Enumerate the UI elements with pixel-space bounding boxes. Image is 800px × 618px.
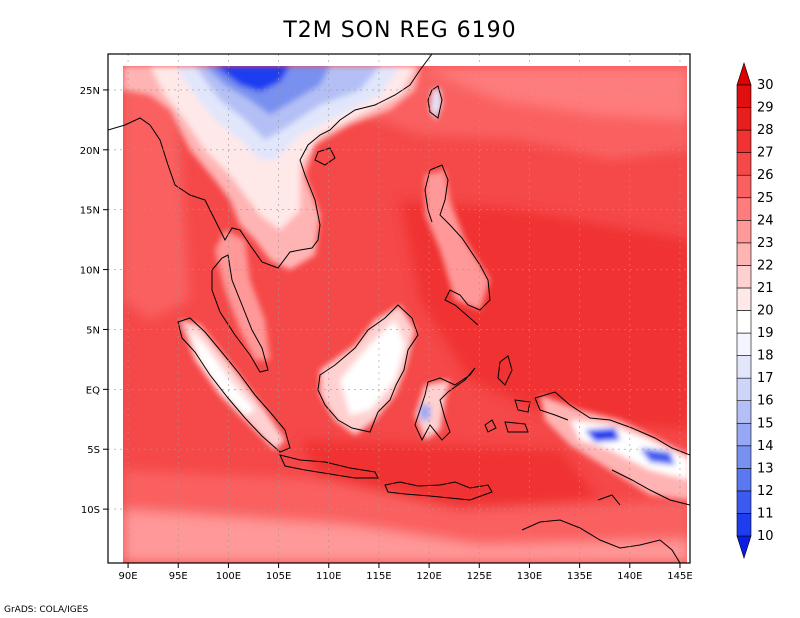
x-tick-label: 130E [517, 571, 542, 582]
colorbar-label: 23 [757, 236, 774, 251]
colorbar-label: 21 [757, 281, 774, 296]
sumatra-20 [190, 330, 255, 415]
malay-peninsula-coast [211, 254, 269, 373]
colorbar-label: 18 [757, 349, 774, 364]
colorbar-swatch-18 [736, 107, 752, 131]
plot-frame [107, 53, 691, 564]
coastlines [108, 54, 690, 563]
zone-south-24 [123, 510, 687, 563]
colorbar-label: 22 [757, 258, 774, 273]
colorbar-label: 13 [757, 461, 774, 476]
australia-coast [521, 494, 681, 563]
x-tick-label: 145E [667, 571, 692, 582]
colorbar-swatch-12 [736, 242, 752, 266]
philippines-24 [425, 170, 490, 310]
lesser-sunda-coast [384, 481, 493, 501]
y-axis: 25N 20N 15N 10N 5N EQ 5S 10S [80, 86, 108, 516]
colorbar-swatch-6 [736, 377, 752, 401]
x-tick-label: 120E [416, 571, 441, 582]
colorbar-arrow-high [736, 62, 752, 86]
mainland-11 [215, 66, 290, 92]
colorbar-swatch-19 [736, 84, 752, 108]
y-tick-label: 25N [80, 86, 100, 97]
colorbar-label: 20 [757, 304, 774, 319]
mainland-coast [108, 54, 433, 269]
colorbar-swatch-14 [736, 197, 752, 221]
colorbar-arrow-low [736, 535, 752, 559]
moluccas-coast [484, 355, 531, 433]
colorbar-swatch-5 [736, 400, 752, 424]
colorbar-swatch-2 [736, 468, 752, 492]
colorbar-swatch-4 [736, 422, 752, 447]
colorbar-swatch-1 [736, 490, 752, 514]
colorbar-swatch-9 [736, 310, 752, 334]
colorbar-label: 26 [757, 168, 774, 183]
x-tick-label: 140E [617, 571, 642, 582]
colorbar-swatch-3 [736, 445, 752, 469]
map-title: T2M SON REG 6190 [283, 18, 517, 43]
grid-lines [108, 54, 690, 563]
colorbar-label: 30 [757, 78, 774, 93]
colorbar-swatch-15 [736, 174, 752, 199]
philippines-coast [424, 164, 491, 326]
x-tick-label: 115E [366, 571, 391, 582]
sulawesi-coast [414, 367, 476, 442]
colorbar-label: 28 [757, 123, 774, 138]
x-axis: 90E 95E 100E 105E 110E 115E 120E 125E 130E 135E 14… [119, 563, 693, 582]
colorbar-label: 10 [757, 529, 774, 544]
colorbar-label: 15 [757, 416, 774, 431]
colorbar-label: 16 [757, 394, 774, 409]
colorbar-label: 12 [757, 484, 774, 499]
colorbar-swatch-11 [736, 265, 752, 289]
sulawesi-22 [415, 380, 450, 440]
colorbar-label: 19 [757, 326, 774, 341]
zone-west-26 [123, 80, 190, 320]
temperature-field [123, 66, 687, 563]
colorbar-swatch-10 [736, 287, 752, 311]
x-tick-label: 110E [316, 571, 341, 582]
newguinea-south-coast [611, 469, 690, 506]
colorbar-swatch-16 [736, 152, 752, 176]
credit-text: GrADS: COLA/IGES [4, 605, 89, 615]
x-tick-label: 125E [467, 571, 492, 582]
colorbar-label: 24 [757, 213, 774, 228]
colorbar-swatch-8 [736, 332, 752, 356]
y-tick-label: 5N [86, 325, 100, 336]
hainan-coast [314, 147, 336, 166]
borneo-20 [340, 320, 405, 415]
colorbar-label: 14 [757, 439, 774, 454]
y-tick-label: 20N [80, 146, 100, 157]
newguinea-12 [640, 448, 675, 465]
colorbar-label: 27 [757, 146, 774, 161]
zone-north-25 [420, 66, 687, 120]
x-tick-label: 105E [266, 571, 291, 582]
x-tick-label: 135E [567, 571, 592, 582]
colorbar-swatch-0 [736, 513, 752, 537]
colorbar-label: 25 [757, 191, 774, 206]
y-tick-label: 10N [80, 266, 100, 277]
sulawesi-16 [420, 405, 430, 420]
x-tick-label: 95E [169, 571, 188, 582]
colorbar-swatch-7 [736, 355, 752, 379]
colorbar: 10 11 12 13 14 15 16 17 18 19 20 21 22 23 24 25 26 27 28 29… [736, 62, 774, 559]
java-coast [279, 454, 379, 479]
colorbar-label: 29 [757, 101, 774, 116]
y-tick-label: 5S [87, 445, 100, 456]
colorbar-label: 17 [757, 371, 774, 386]
taiwan-coast [427, 85, 443, 119]
x-tick-label: 100E [216, 571, 241, 582]
y-tick-label: EQ [86, 385, 100, 396]
colorbar-swatch-13 [736, 220, 752, 244]
sumatra-coast [177, 317, 291, 453]
newguinea-11a [585, 428, 620, 442]
y-tick-label: 10S [81, 505, 100, 516]
y-tick-label: 15N [80, 206, 100, 217]
x-tick-label: 90E [119, 571, 138, 582]
newguinea-north-coast [534, 391, 690, 456]
colorbar-label: 11 [757, 506, 774, 521]
borneo-coast [317, 304, 419, 433]
colorbar-swatch-17 [736, 129, 752, 153]
